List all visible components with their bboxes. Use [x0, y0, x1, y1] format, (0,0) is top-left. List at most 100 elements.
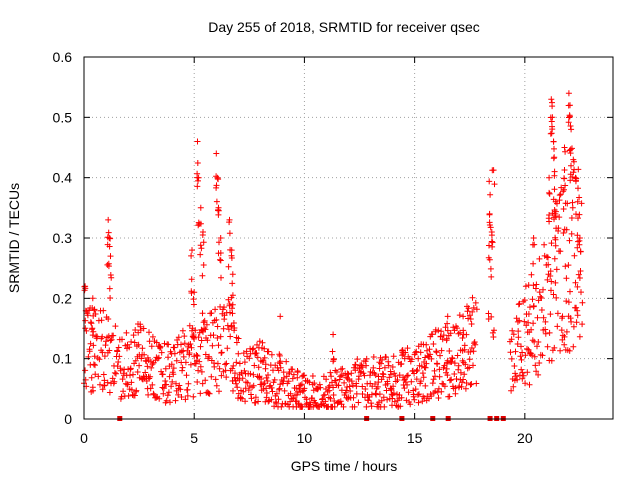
data-point	[540, 314, 547, 321]
data-point	[401, 385, 408, 392]
data-point	[278, 403, 285, 410]
data-point	[128, 386, 135, 393]
data-point	[568, 126, 575, 133]
data-point	[139, 345, 146, 352]
data-point	[228, 247, 235, 254]
data-point	[213, 150, 220, 157]
data-point	[567, 123, 574, 129]
data-point	[198, 337, 205, 344]
data-point	[173, 357, 180, 364]
data-point	[521, 297, 528, 304]
data-point	[96, 356, 103, 363]
y-tick-label: 0.6	[53, 49, 73, 65]
data-point	[380, 371, 387, 378]
data-point	[389, 364, 396, 370]
data-point	[224, 345, 231, 352]
data-point	[398, 360, 405, 367]
data-point	[197, 363, 204, 370]
data-point	[552, 236, 559, 243]
data-point	[530, 260, 537, 267]
data-point	[225, 263, 232, 270]
data-point	[402, 379, 409, 385]
data-point	[469, 294, 476, 301]
data-point	[392, 373, 399, 380]
data-point	[465, 305, 472, 312]
data-point	[569, 199, 576, 206]
data-point	[549, 126, 556, 133]
data-point	[289, 366, 296, 373]
data-point	[299, 403, 306, 410]
data-point	[566, 237, 573, 244]
data-point	[264, 378, 271, 384]
data-point	[223, 374, 230, 381]
data-point	[309, 373, 316, 379]
data-point	[89, 325, 96, 332]
data-point	[467, 316, 474, 322]
data-point	[397, 403, 404, 410]
data-point	[275, 396, 282, 403]
data-point	[384, 380, 391, 387]
data-point	[448, 376, 455, 383]
data-point	[576, 333, 583, 340]
data-point	[508, 387, 515, 394]
data-point	[162, 365, 169, 372]
data-point	[451, 371, 458, 377]
data-point	[311, 380, 318, 387]
data-point	[104, 379, 111, 386]
data-point	[516, 300, 523, 307]
data-point	[444, 327, 451, 334]
data-point	[188, 252, 195, 259]
data-point	[290, 371, 297, 378]
data-point	[170, 371, 177, 378]
data-point	[204, 337, 211, 344]
data-point	[130, 332, 137, 339]
data-point	[99, 349, 106, 356]
data-point	[396, 372, 403, 379]
data-point	[106, 235, 113, 241]
data-point	[570, 343, 577, 350]
data-point	[390, 383, 397, 390]
data-point	[289, 395, 295, 402]
data-point	[561, 167, 568, 173]
data-point	[118, 393, 125, 400]
data-point	[178, 348, 185, 355]
data-point	[460, 313, 467, 320]
data-point	[280, 369, 287, 376]
data-point	[562, 182, 569, 189]
data-points	[81, 90, 586, 421]
data-point	[127, 365, 134, 372]
data-point	[149, 333, 156, 340]
data-point	[105, 333, 112, 340]
data-point	[519, 349, 526, 356]
data-point	[512, 348, 519, 355]
data-point	[163, 381, 170, 388]
data-point	[327, 395, 334, 402]
data-point	[181, 333, 188, 340]
data-point	[107, 235, 114, 242]
data-point	[148, 343, 155, 350]
data-point	[258, 376, 265, 382]
data-point	[147, 385, 154, 392]
data-point	[449, 355, 456, 362]
data-point	[245, 387, 252, 394]
data-point	[448, 358, 455, 365]
data-point	[394, 377, 401, 383]
data-point	[486, 242, 492, 249]
data-point	[429, 380, 436, 387]
data-point	[473, 380, 480, 387]
data-point	[217, 235, 224, 241]
data-point	[202, 326, 209, 333]
data-point	[98, 317, 105, 324]
data-point	[227, 333, 234, 340]
data-point	[321, 391, 328, 398]
data-point	[438, 388, 445, 395]
data-point	[105, 229, 112, 236]
data-point	[565, 262, 572, 269]
data-point	[155, 354, 162, 361]
data-point	[516, 372, 523, 379]
data-point	[521, 318, 528, 325]
data-point	[194, 170, 201, 177]
data-point	[316, 381, 323, 388]
data-point	[231, 325, 238, 331]
data-point	[368, 403, 375, 410]
